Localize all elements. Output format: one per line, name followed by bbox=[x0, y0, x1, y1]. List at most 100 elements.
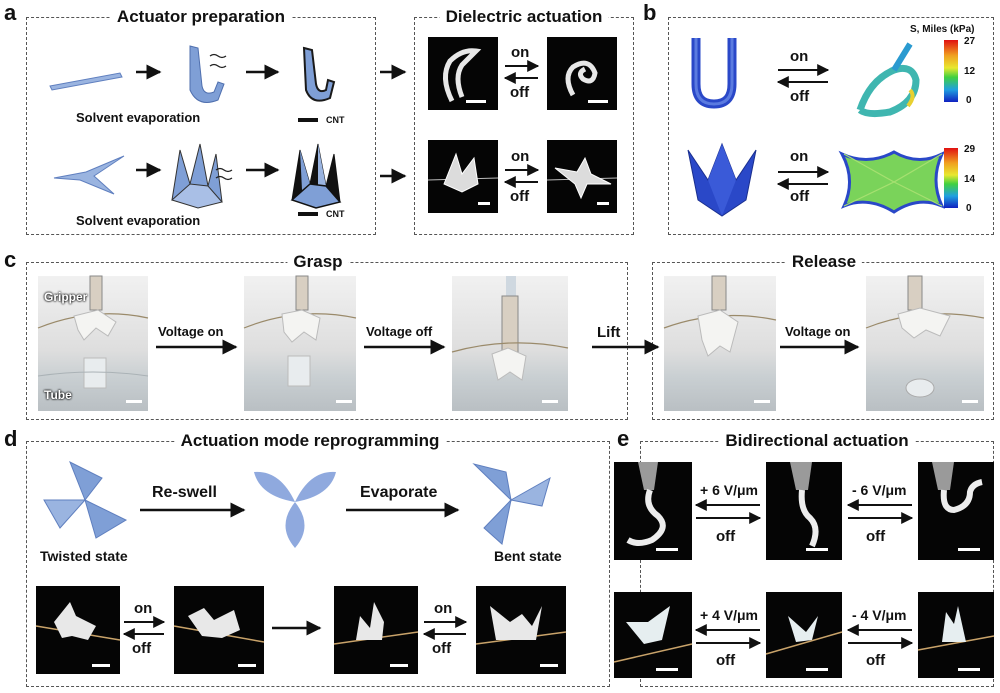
colorbar-2-max: 29 bbox=[964, 144, 976, 155]
legend-title: S, Miles (kPa) bbox=[910, 24, 975, 35]
on-label-d2: on bbox=[434, 600, 453, 617]
panel-c-label: c bbox=[4, 247, 17, 272]
panel-b-label: b bbox=[643, 0, 657, 25]
off-label-e4: off bbox=[866, 652, 886, 669]
grasp-title: Grasp bbox=[287, 252, 349, 272]
fold-on-shape bbox=[546, 156, 618, 200]
scale-bar-e1 bbox=[656, 548, 678, 551]
scale-bar-e5 bbox=[806, 668, 828, 671]
scale-bar-e4 bbox=[656, 668, 678, 671]
off-label-b1: off bbox=[790, 88, 810, 105]
scale-bar-e3 bbox=[958, 548, 980, 551]
off-label-d1: off bbox=[132, 640, 152, 657]
reswell-label: Re-swell bbox=[152, 484, 217, 501]
scale-bar-c1 bbox=[126, 400, 142, 403]
strip-on-shape bbox=[565, 60, 598, 97]
scale-bar-c4 bbox=[754, 400, 770, 403]
fem-fold-off bbox=[687, 142, 757, 217]
panel-d-label: d bbox=[4, 426, 18, 451]
cnt-label-2: CNT bbox=[326, 209, 345, 219]
folding-sheet-icon bbox=[171, 143, 233, 209]
bidir-center-shape-1 bbox=[790, 462, 819, 548]
voltage-on-label: Voltage on bbox=[158, 324, 224, 339]
bent-cnt-strip-icon bbox=[302, 46, 336, 102]
folded-cnt-sheet-icon bbox=[290, 143, 342, 209]
bidir-neg4-shape bbox=[613, 606, 693, 663]
fem-fold-on bbox=[838, 150, 946, 214]
release-title: Release bbox=[785, 252, 863, 272]
fold-off-shape bbox=[427, 152, 499, 193]
evaporate-label: Evaporate bbox=[360, 484, 438, 501]
colorbar-1-max: 27 bbox=[964, 36, 976, 47]
panel-e-label: e bbox=[617, 426, 630, 451]
scale-bar-d1 bbox=[92, 664, 110, 667]
cnt-scale-bar-2 bbox=[298, 212, 318, 216]
off-label-e1: off bbox=[716, 528, 736, 545]
grasp-scene-1 bbox=[37, 275, 149, 389]
panel-a-label: a bbox=[4, 0, 17, 25]
twisted-state-label: Twisted state bbox=[40, 548, 128, 564]
on-label-a2: on bbox=[511, 148, 530, 165]
grasp-scene-2 bbox=[243, 275, 357, 387]
bidir-pos4-shape bbox=[917, 606, 995, 651]
fem-strip-off bbox=[691, 38, 737, 109]
twisted-on-shape bbox=[173, 608, 265, 643]
on-label-b2: on bbox=[790, 148, 809, 165]
minus4-label: - 4 V/μm bbox=[852, 607, 907, 623]
colorbar-1-mid: 12 bbox=[964, 66, 976, 77]
colorbar-2 bbox=[944, 148, 958, 208]
off-label-e2: off bbox=[866, 528, 886, 545]
cnt-label-1: CNT bbox=[326, 115, 345, 125]
bidir-neg6-shape bbox=[626, 462, 666, 546]
plus4-label: + 4 V/μm bbox=[700, 607, 758, 623]
colorbar-1 bbox=[944, 40, 958, 102]
scale-bar-a1 bbox=[466, 100, 486, 103]
reprogramming-title: Actuation mode reprogramming bbox=[174, 431, 446, 451]
on-label-b1: on bbox=[790, 48, 809, 65]
twisted-off-shape bbox=[35, 602, 121, 641]
dielectric-actuation-title: Dielectric actuation bbox=[439, 7, 609, 27]
scale-bar-e2 bbox=[806, 548, 828, 551]
voltage-on-label-2: Voltage on bbox=[785, 324, 851, 339]
voltage-off-label: Voltage off bbox=[366, 324, 433, 339]
bent-off-shape bbox=[333, 602, 419, 645]
off-label-a2: off bbox=[510, 188, 530, 205]
curling-strip-icon bbox=[189, 45, 227, 103]
off-label-a1: off bbox=[510, 84, 530, 101]
off-label-b2: off bbox=[790, 188, 810, 205]
strip-off-shape bbox=[443, 48, 482, 103]
scale-bar-c5 bbox=[962, 400, 978, 403]
tube-label: Tube bbox=[44, 388, 72, 402]
colorbar-2-min: 0 bbox=[966, 203, 972, 214]
gripper-label: Gripper bbox=[44, 290, 88, 304]
bidir-center-shape-2 bbox=[765, 616, 843, 655]
release-scene-2 bbox=[865, 275, 985, 398]
scale-bar-c3 bbox=[542, 400, 558, 403]
actuator-preparation-title: Actuator preparation bbox=[110, 7, 292, 27]
cnt-scale-bar-1 bbox=[298, 118, 318, 122]
twisted-state-icon bbox=[43, 460, 128, 539]
colorbar-2-mid: 14 bbox=[964, 174, 976, 185]
flat-strip-icon bbox=[49, 72, 123, 91]
solvent-evaporation-caption-2: Solvent evaporation bbox=[76, 213, 201, 228]
bidir-pos6-shape bbox=[932, 462, 983, 514]
bent-state-label: Bent state bbox=[494, 548, 562, 564]
grasp-scene-3 bbox=[451, 276, 569, 381]
scale-bar-d4 bbox=[540, 664, 558, 667]
flat-trefoil-icon bbox=[254, 471, 336, 548]
simulation-box bbox=[668, 17, 994, 235]
scale-bar-a2 bbox=[588, 100, 608, 103]
colorbar-1-min: 0 bbox=[966, 95, 972, 106]
bent-on-shape bbox=[475, 606, 567, 645]
on-label-a1: on bbox=[511, 44, 530, 61]
plus6-label: + 6 V/μm bbox=[700, 482, 758, 498]
star-sheet-icon bbox=[53, 155, 125, 195]
scale-bar-d3 bbox=[390, 664, 408, 667]
lift-label: Lift bbox=[597, 324, 621, 341]
scale-bar-a3 bbox=[478, 202, 490, 205]
